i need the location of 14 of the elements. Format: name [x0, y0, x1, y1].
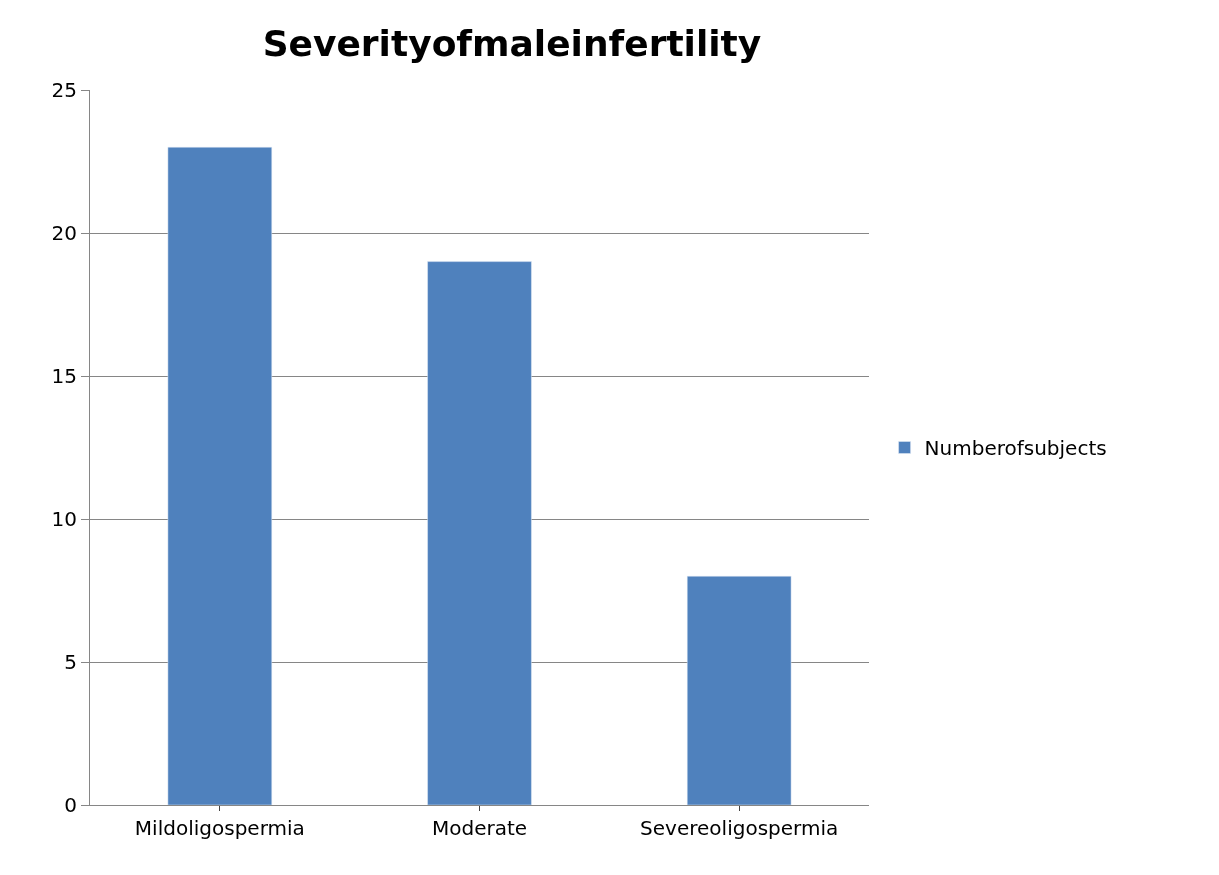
y-tick-label: 10	[51, 507, 77, 531]
legend-label: Numberofsubjects	[924, 436, 1107, 461]
chart-title: Severityofmaleinfertility	[262, 22, 762, 64]
y-tick-label: 0	[64, 793, 77, 817]
x-tick-label: Mildoligospermia	[134, 816, 305, 840]
y-tick-label: 5	[64, 650, 77, 674]
bar	[167, 146, 273, 805]
bar	[427, 261, 532, 805]
bar	[686, 575, 792, 805]
y-tick-label: 20	[51, 221, 77, 245]
y-tick-label: 25	[51, 78, 77, 102]
x-tick-label: Moderate	[431, 816, 528, 840]
y-tick-label: 15	[51, 364, 77, 388]
x-tick-label: Severeoligospermia	[640, 816, 839, 840]
